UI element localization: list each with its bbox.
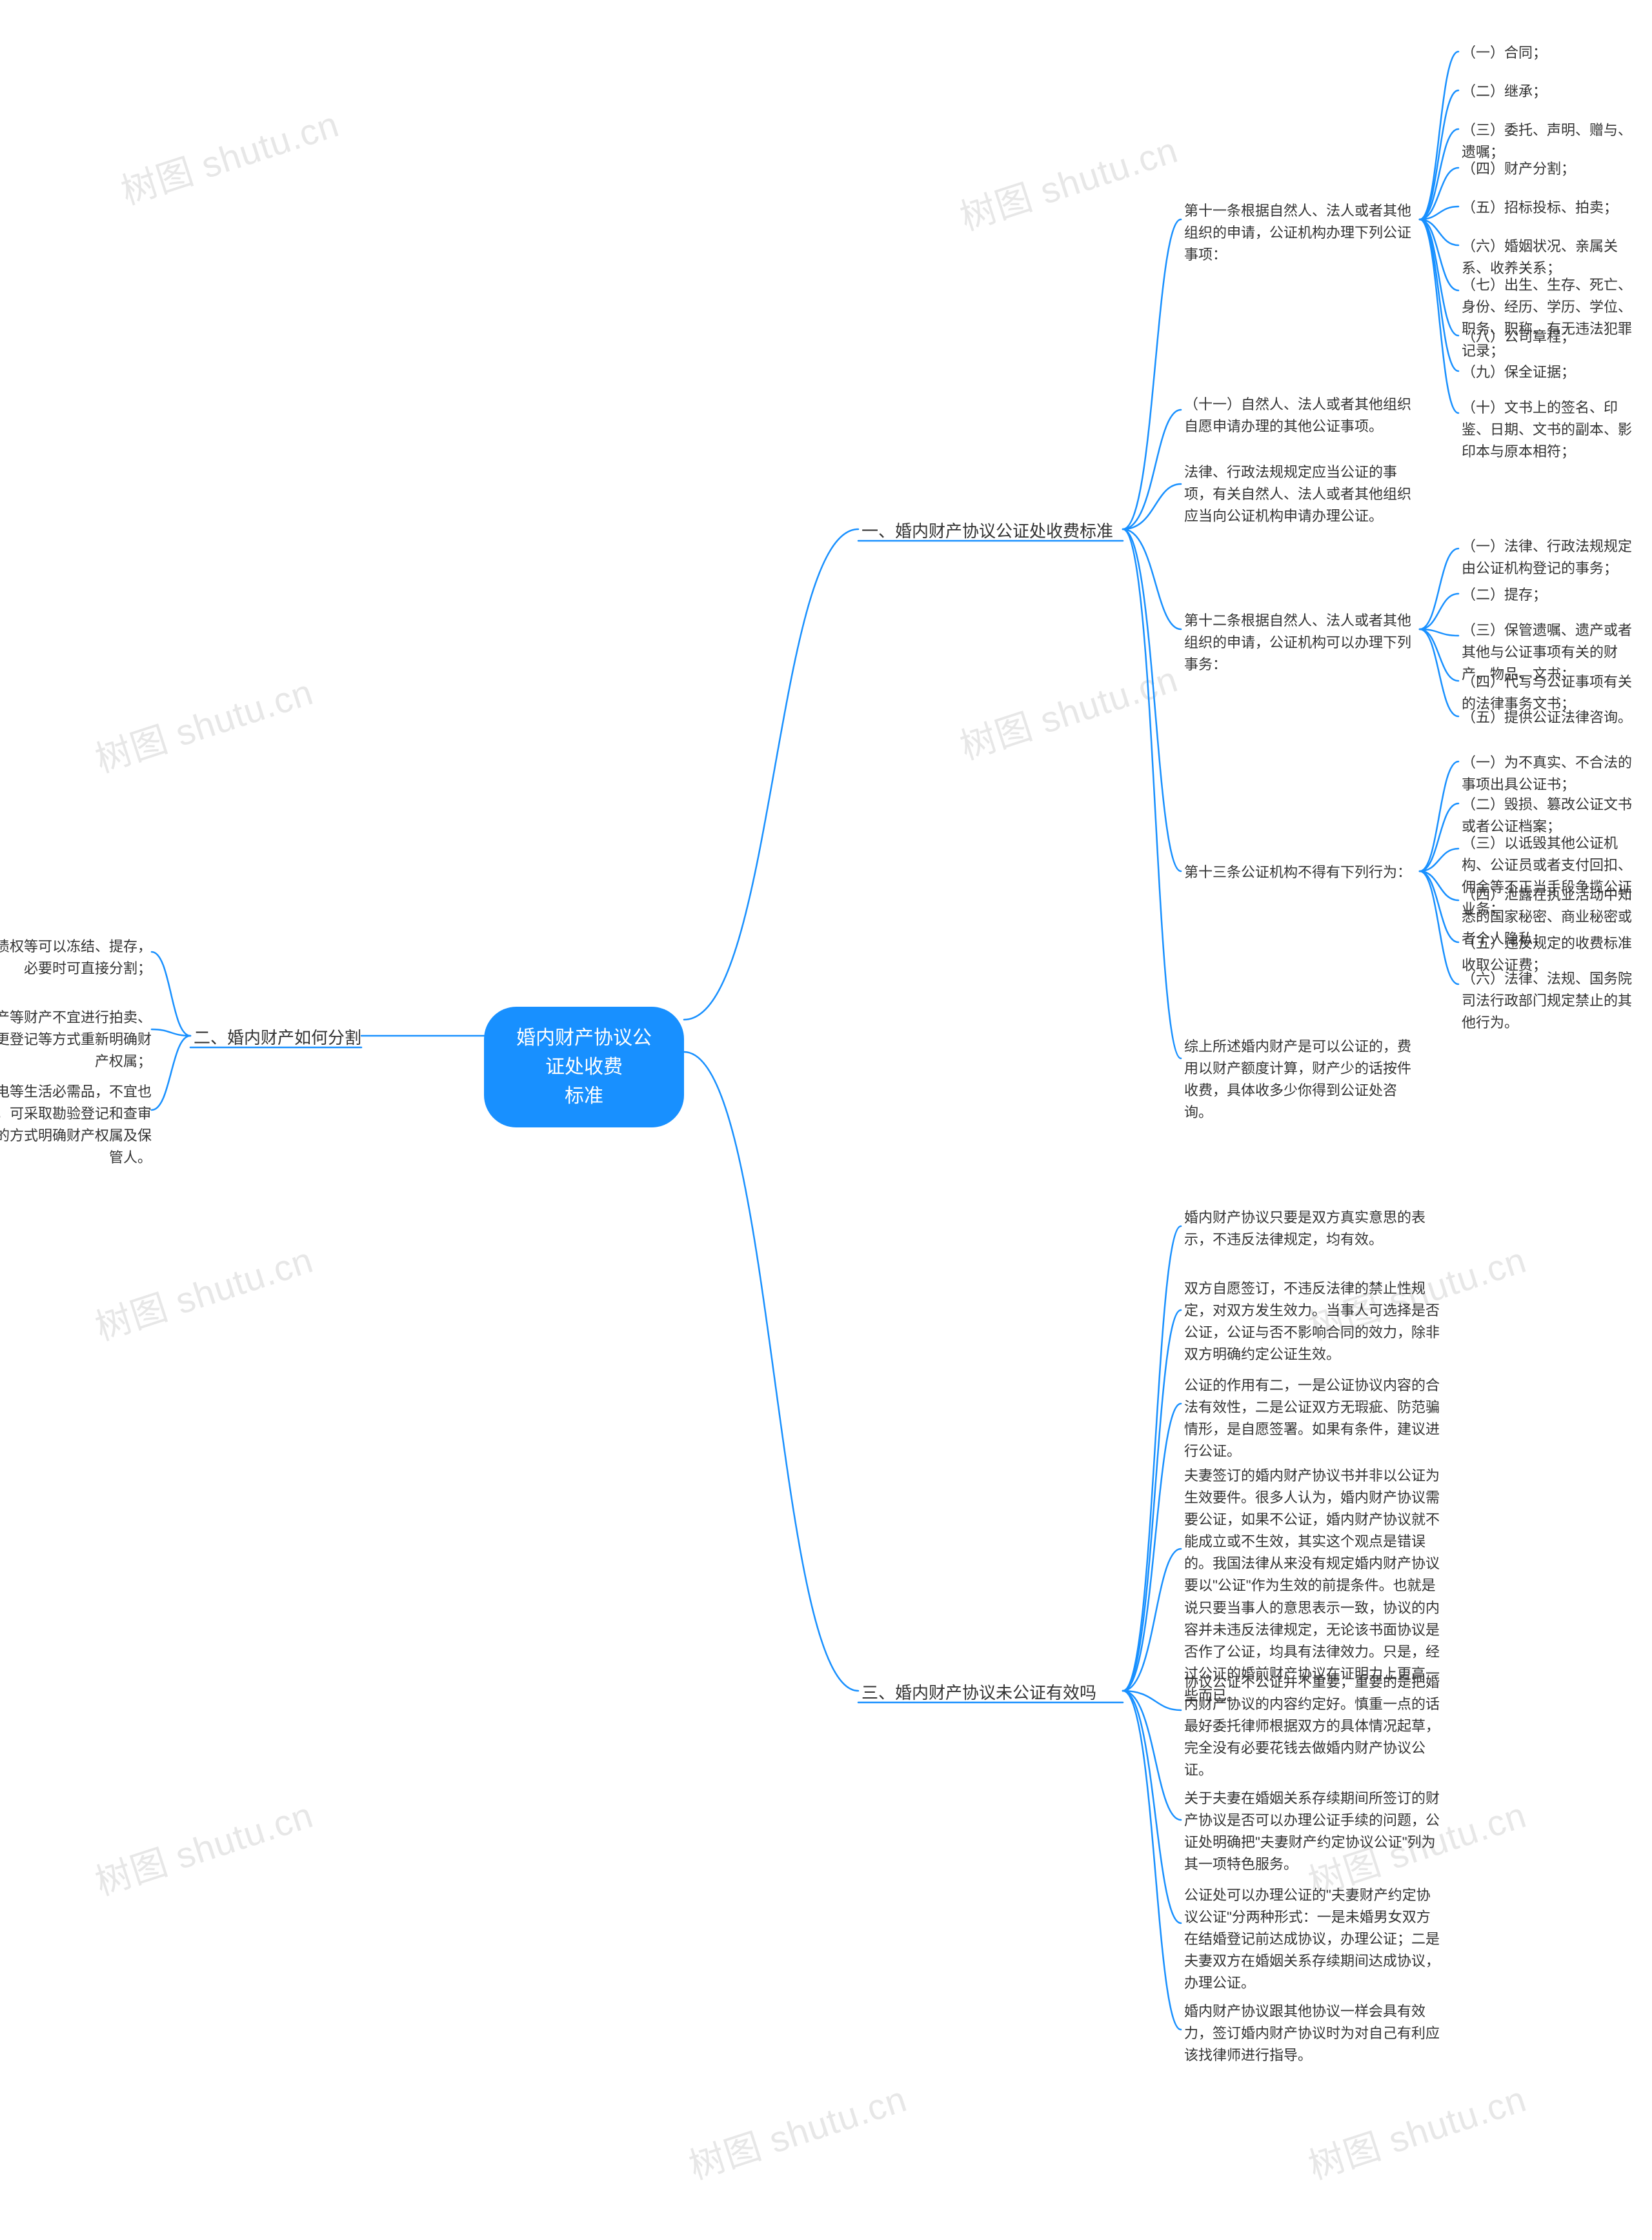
root-label: 婚内财产协议公证处收费标准 [516, 1027, 652, 1107]
leaf-label: 公证处可以办理公证的"夫妻财产约定协议公证"分两种形式：一是未婚男女双方在结婚登… [1184, 1887, 1440, 1991]
leaf-label: （四）财产分割； [1462, 161, 1575, 177]
leaf-label: （九）保全证据； [1462, 364, 1575, 380]
leaf-label: （一）合同； [1462, 45, 1547, 61]
b1-a11-i7[interactable]: （七）出生、生存、死亡、身份、经历、学历、学位、职务、职称、有无违法犯罪记录； [1462, 274, 1642, 362]
leaf-label: （一）法律、行政法规规定由公证机构登记的事务； [1462, 538, 1632, 576]
watermark: 树图 shutu.cn [681, 2070, 912, 2190]
b1-lawadmin[interactable]: 法律、行政法规规定应当公证的事项，有关自然人、法人或者其他组织应当向公证机构申请… [1184, 461, 1416, 527]
leaf-label: 协议公证不公证并不重要，重要的是把婚内财产协议的内容约定好。慎重一点的话最好委托… [1184, 1674, 1440, 1778]
watermark: 树图 shutu.cn [952, 651, 1184, 770]
leaf-label: （五）招标投标、拍卖； [1462, 199, 1618, 216]
watermark: 树图 shutu.cn [1301, 2070, 1532, 2190]
root-node[interactable]: 婚内财产协议公证处收费标准 [484, 1007, 684, 1127]
b1-a11-i4[interactable]: （四）财产分割； [1462, 158, 1575, 180]
leaf-label: 3、对家具、家电等生活必需品，不宜也不宜转移、变卖，可采取勘验登记和查审笔录、调… [0, 1084, 152, 1165]
leaf-label: 第十三条公证机构不得有下列行为： [1184, 864, 1411, 880]
b2-i3[interactable]: 3、对家具、家电等生活必需品，不宜也不宜转移、变卖，可采取勘验登记和查审笔录、调… [0, 1081, 152, 1169]
leaf-label: （八）公司章程； [1462, 328, 1575, 345]
branch-1[interactable]: 一、婚内财产协议公证处收费标准 [861, 513, 1113, 547]
branch-2-label: 二、婚内财产如何分割 [194, 1028, 361, 1047]
leaf-label: 夫妻签订的婚内财产协议书并非以公证为生效要件。很多人认为，婚内财产协议需要公证，… [1184, 1468, 1440, 1704]
leaf-label: 综上所述婚内财产是可以公证的，费用以财产额度计算，财产少的话按件收费，具体收多少… [1184, 1038, 1411, 1120]
b1-summary[interactable]: 综上所述婚内财产是可以公证的，费用以财产额度计算，财产少的话按件收费，具体收多少… [1184, 1036, 1416, 1124]
watermark: 树图 shutu.cn [88, 1231, 319, 1351]
b3-i3[interactable]: 公证的作用有二，一是公证协议内容的合法有效性，二是公证双方无瑕疵、防范骗情形，是… [1184, 1375, 1442, 1462]
b3-i4[interactable]: 夫妻签订的婚内财产协议书并非以公证为生效要件。很多人认为，婚内财产协议需要公证，… [1184, 1465, 1442, 1707]
branch-3-label: 三、婚内财产协议未公证有效吗 [861, 1683, 1096, 1702]
b2-i2[interactable]: 2、对车辆、房产等财产不宜进行拍卖、转让，可通过变更登记等方式重新明确财产权属； [0, 1007, 152, 1073]
branch-2[interactable]: 二、婚内财产如何分割 [194, 1020, 361, 1054]
b1-item11n[interactable]: （十一）自然人、法人或者其他组织自愿申请办理的其他公证事项。 [1184, 394, 1416, 438]
leaf-label: （十一）自然人、法人或者其他组织自愿申请办理的其他公证事项。 [1184, 396, 1411, 434]
leaf-label: （六）法律、法规、国务院司法行政部门规定禁止的其他行为。 [1462, 971, 1632, 1031]
b2-i1[interactable]: 1、对于存款、债权等可以冻结、提存，必要时可直接分割； [0, 936, 152, 980]
leaf-label: 法律、行政法规规定应当公证的事项，有关自然人、法人或者其他组织应当向公证机构申请… [1184, 464, 1411, 524]
b3-i1[interactable]: 婚内财产协议只要是双方真实意思的表示，不违反法律规定，均有效。 [1184, 1207, 1442, 1251]
leaf-label: 第十二条根据自然人、法人或者其他组织的申请，公证机构可以办理下列事务： [1184, 612, 1411, 672]
b1-a11-i2[interactable]: （二）继承； [1462, 81, 1547, 103]
leaf-label: （二）继承； [1462, 83, 1547, 99]
b1-article12[interactable]: 第十二条根据自然人、法人或者其他组织的申请，公证机构可以办理下列事务： [1184, 610, 1416, 676]
leaf-label: （六）婚姻状况、亲属关系、收养关系； [1462, 238, 1618, 276]
b1-a13-i1[interactable]: （一）为不真实、不合法的事项出具公证书； [1462, 752, 1642, 796]
leaf-label: （三）委托、声明、赠与、遗嘱； [1462, 122, 1632, 160]
b1-a12-i2[interactable]: （二）提存； [1462, 584, 1547, 606]
b3-i6[interactable]: 关于夫妻在婚姻关系存续期间所签订的财产协议是否可以办理公证手续的问题，公证处明确… [1184, 1788, 1442, 1875]
b1-article11[interactable]: 第十一条根据自然人、法人或者其他组织的申请，公证机构办理下列公证事项： [1184, 200, 1416, 266]
b1-a11-i3[interactable]: （三）委托、声明、赠与、遗嘱； [1462, 119, 1642, 163]
leaf-label: （二）毁损、篡改公证文书或者公证档案； [1462, 796, 1632, 834]
leaf-label: （五）提供公证法律咨询。 [1462, 709, 1632, 725]
b3-i8[interactable]: 婚内财产协议跟其他协议一样会具有效力，签订婚内财产协议时为对自己有利应该找律师进… [1184, 2001, 1442, 2066]
b1-a11-i1[interactable]: （一）合同； [1462, 42, 1547, 64]
b3-i2[interactable]: 双方自愿签订，不违反法律的禁止性规定，对双方发生效力。当事人可选择是否公证，公证… [1184, 1278, 1442, 1366]
b1-a11-i8[interactable]: （八）公司章程； [1462, 326, 1575, 348]
b3-i7[interactable]: 公证处可以办理公证的"夫妻财产约定协议公证"分两种形式：一是未婚男女双方在结婚登… [1184, 1884, 1442, 1994]
b1-a11-i6[interactable]: （六）婚姻状况、亲属关系、收养关系； [1462, 236, 1642, 279]
leaf-label: 双方自愿签订，不违反法律的禁止性规定，对双方发生效力。当事人可选择是否公证，公证… [1184, 1280, 1440, 1362]
leaf-label: 2、对车辆、房产等财产不宜进行拍卖、转让，可通过变更登记等方式重新明确财产权属； [0, 1009, 152, 1069]
watermark: 树图 shutu.cn [88, 1786, 319, 1906]
b1-article11-label: 第十一条根据自然人、法人或者其他组织的申请，公证机构办理下列公证事项： [1184, 203, 1411, 263]
b3-i5[interactable]: 协议公证不公证并不重要，重要的是把婚内财产协议的内容约定好。慎重一点的话最好委托… [1184, 1671, 1442, 1781]
b1-a12-i5[interactable]: （五）提供公证法律咨询。 [1462, 707, 1632, 729]
mindmap-canvas: 树图 shutu.cn 树图 shutu.cn 树图 shutu.cn 树图 s… [0, 0, 1652, 2240]
leaf-label: 婚内财产协议跟其他协议一样会具有效力，签订婚内财产协议时为对自己有利应该找律师进… [1184, 2003, 1440, 2063]
leaf-label: （二）提存； [1462, 587, 1547, 603]
leaf-label: 关于夫妻在婚姻关系存续期间所签订的财产协议是否可以办理公证手续的问题，公证处明确… [1184, 1790, 1440, 1872]
leaf-label: 婚内财产协议只要是双方真实意思的表示，不违反法律规定，均有效。 [1184, 1209, 1425, 1247]
b1-a11-i10[interactable]: （十）文书上的签名、印鉴、日期、文书的副本、影印本与原本相符； [1462, 397, 1642, 463]
watermark: 树图 shutu.cn [88, 663, 319, 783]
b1-a13-i6[interactable]: （六）法律、法规、国务院司法行政部门规定禁止的其他行为。 [1462, 968, 1642, 1034]
b1-a11-i5[interactable]: （五）招标投标、拍卖； [1462, 197, 1618, 219]
b1-a11-i9[interactable]: （九）保全证据； [1462, 361, 1575, 383]
leaf-label: （一）为不真实、不合法的事项出具公证书； [1462, 754, 1632, 792]
watermark: 树图 shutu.cn [114, 96, 345, 215]
watermark: 树图 shutu.cn [952, 121, 1184, 241]
b1-a12-i1[interactable]: （一）法律、行政法规规定由公证机构登记的事务； [1462, 536, 1642, 580]
b1-article13[interactable]: 第十三条公证机构不得有下列行为： [1184, 862, 1411, 883]
b1-a13-i2[interactable]: （二）毁损、篡改公证文书或者公证档案； [1462, 794, 1642, 838]
leaf-label: （十）文书上的签名、印鉴、日期、文书的副本、影印本与原本相符； [1462, 399, 1632, 459]
leaf-label: 1、对于存款、债权等可以冻结、提存，必要时可直接分割； [0, 938, 152, 976]
branch-1-label: 一、婚内财产协议公证处收费标准 [861, 521, 1113, 541]
branch-3[interactable]: 三、婚内财产协议未公证有效吗 [861, 1675, 1096, 1709]
leaf-label: 公证的作用有二，一是公证协议内容的合法有效性，二是公证双方无瑕疵、防范骗情形，是… [1184, 1377, 1440, 1459]
